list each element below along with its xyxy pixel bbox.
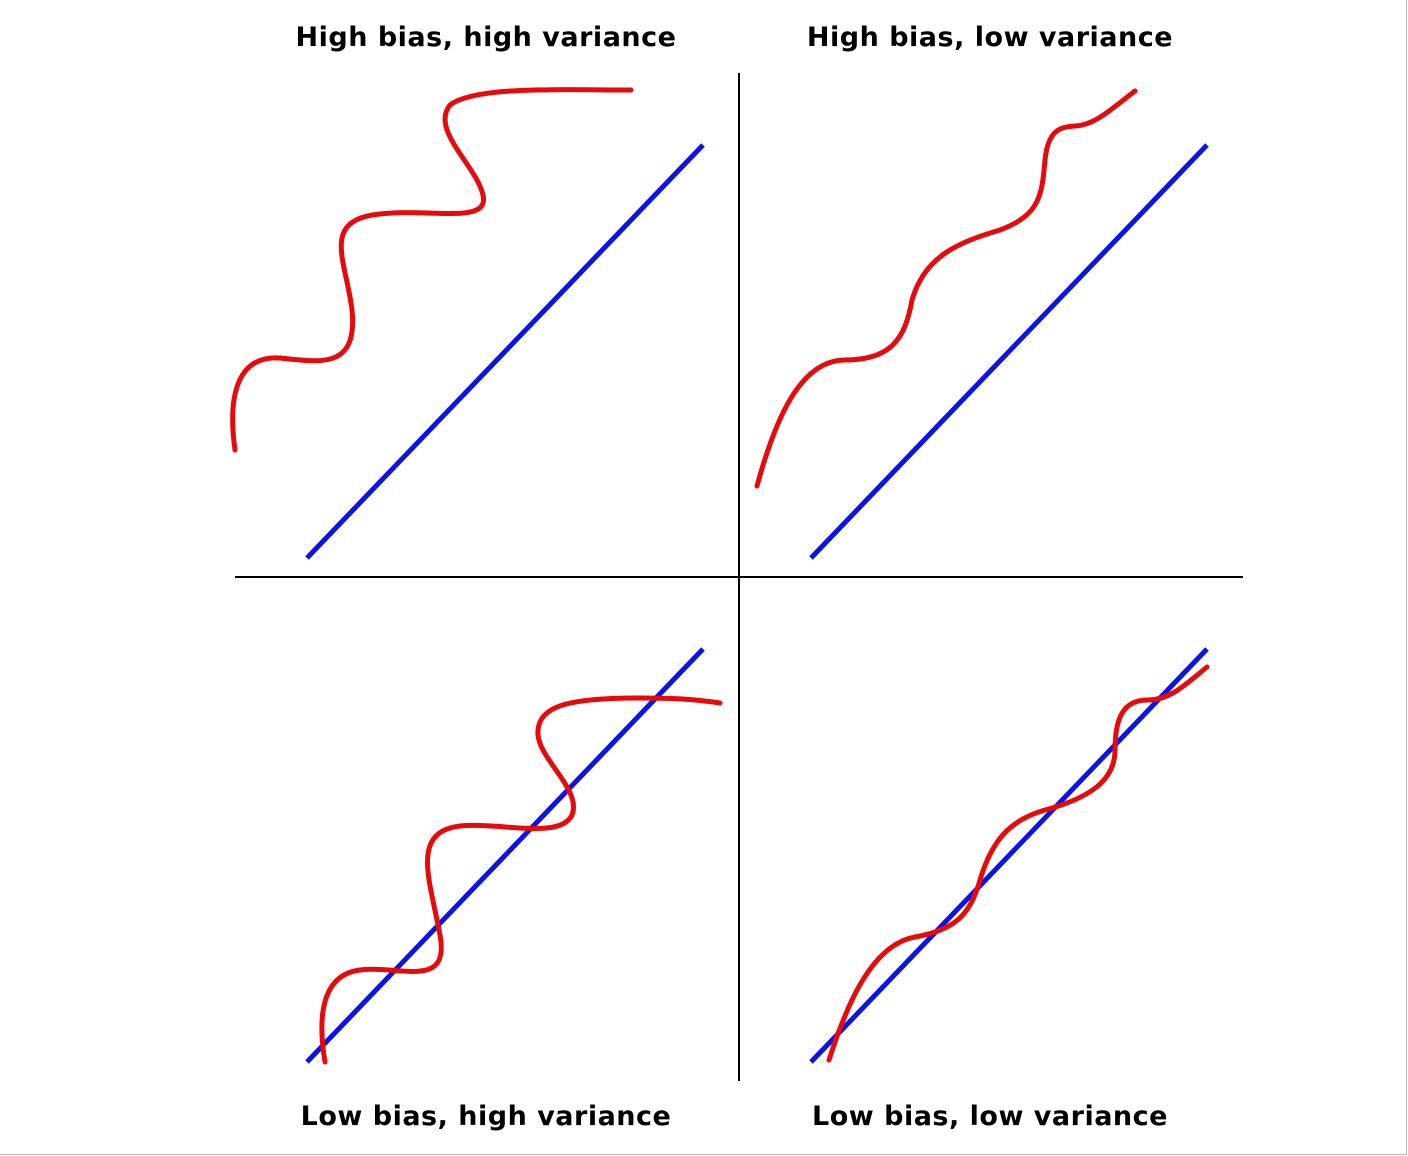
quadrant-label-high-bias-low-variance: High bias, low variance xyxy=(806,22,1174,53)
quadrant-low-bias-high-variance xyxy=(305,647,723,1065)
reference-line xyxy=(809,143,1209,560)
fitted-curve xyxy=(826,664,1210,1063)
quadrant-low-bias-low-variance xyxy=(809,647,1210,1064)
reference-line xyxy=(305,143,705,560)
quadrant-high-bias-low-variance xyxy=(754,88,1209,560)
quadrant-label-low-bias-high-variance: Low bias, high variance xyxy=(300,1101,672,1132)
quadrant-label-high-bias-high-variance: High bias, high variance xyxy=(295,22,677,53)
quadrant-label-low-bias-low-variance: Low bias, low variance xyxy=(812,1101,1168,1132)
fitted-curve xyxy=(319,695,723,1065)
fitted-curve xyxy=(230,87,634,453)
reference-line xyxy=(305,647,705,1064)
quadrant-high-bias-high-variance xyxy=(230,87,705,560)
fitted-curve xyxy=(754,88,1138,489)
reference-line xyxy=(809,647,1209,1064)
